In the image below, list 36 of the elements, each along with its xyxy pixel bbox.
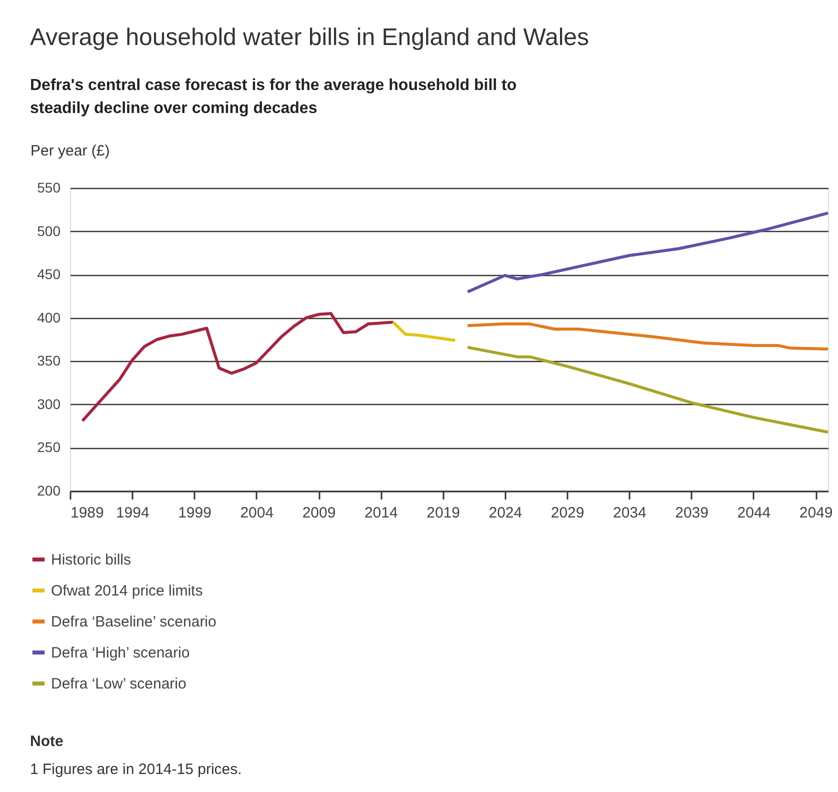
legend-label: Defra ‘Low’ scenario xyxy=(51,676,186,692)
y-axis-title: Per year (£) xyxy=(30,142,110,160)
x-tick-label: 2014 xyxy=(364,504,398,522)
x-tick-label: 2024 xyxy=(488,504,522,522)
legend-label: Historic bills xyxy=(51,552,132,568)
text: 1 Figures are in 2014-15 prices. xyxy=(30,761,242,778)
y-tick-label: 400 xyxy=(37,309,61,326)
y-tick-label: 200 xyxy=(37,482,61,498)
line-series xyxy=(466,212,830,294)
x-tick-label: 2044 xyxy=(737,504,771,522)
line-series xyxy=(466,346,830,434)
chart-title: Average household water bills in England and Wales xyxy=(30,24,590,51)
x-tick-label: 2029 xyxy=(550,504,584,522)
line-series xyxy=(466,322,830,351)
x-tick-label: 2009 xyxy=(302,504,336,522)
y-tick-label: 350 xyxy=(37,352,61,369)
legend-label: Ofwat 2014 price limits xyxy=(51,582,203,600)
x-tick-label: 2019 xyxy=(426,504,460,522)
x-tick-label: 1994 xyxy=(116,504,150,522)
line-series xyxy=(80,312,395,422)
x-tick-label: 2034 xyxy=(612,504,646,522)
y-tick-label: 450 xyxy=(37,266,61,282)
legend-label: Defra ‘Baseline’ scenario xyxy=(51,614,216,630)
y-tick-label: 550 xyxy=(37,180,61,196)
line-series xyxy=(392,320,457,342)
x-tick-label: 2004 xyxy=(240,504,274,522)
x-tick-label: 1989 xyxy=(70,504,104,522)
chart-subtitle: Defra's central case forecast is for the average household bill to steadily decline over coming decades xyxy=(30,77,517,117)
x-tick-label: 1999 xyxy=(178,504,212,522)
x-tick-label: 2039 xyxy=(675,504,708,522)
y-tick-label: 300 xyxy=(37,396,61,412)
y-tick-label: 250 xyxy=(37,439,61,456)
legend-label: Defra ‘High’ scenario xyxy=(51,644,190,662)
x-tick-label: 2049 xyxy=(799,504,833,522)
text: Note xyxy=(30,733,64,750)
y-tick-label: 500 xyxy=(37,222,61,239)
